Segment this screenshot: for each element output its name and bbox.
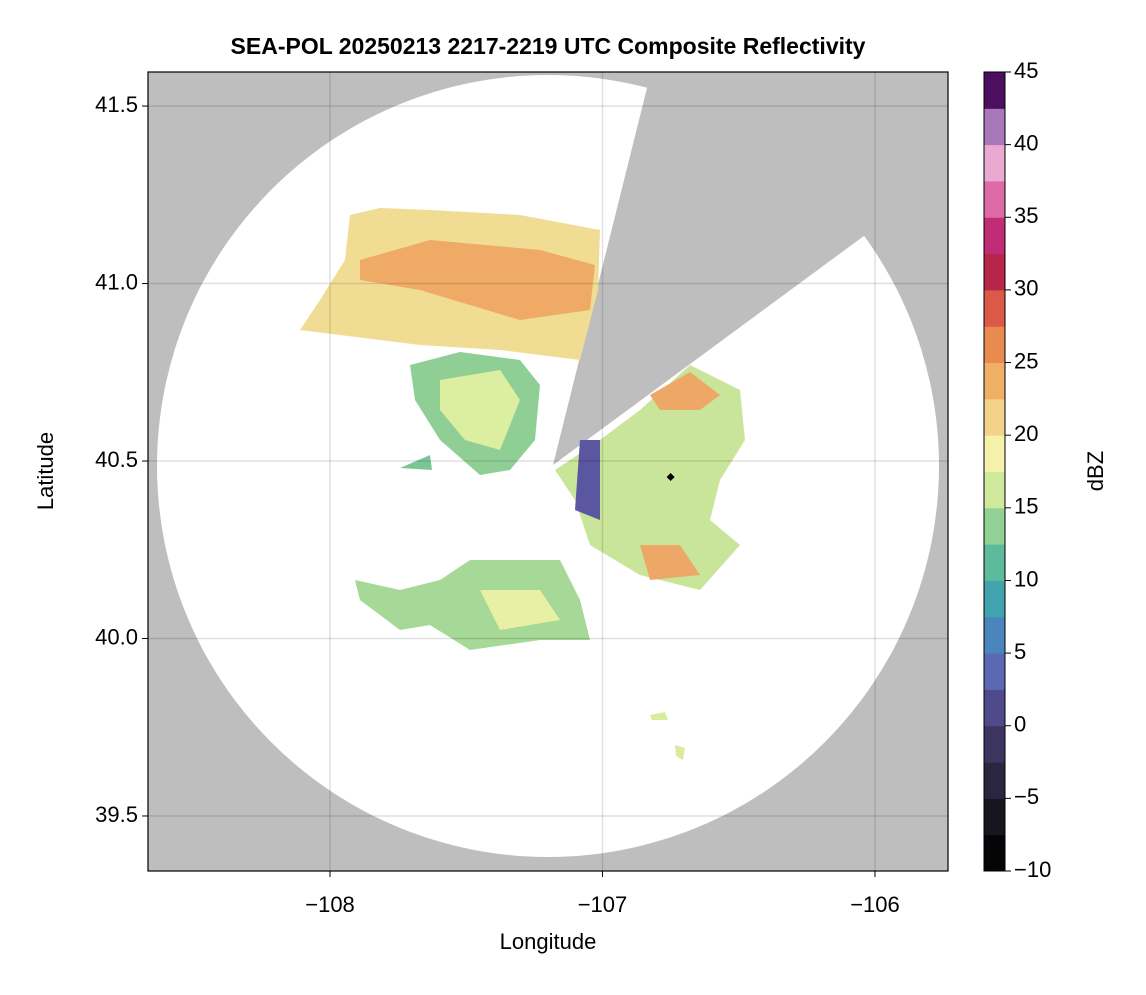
echo (650, 712, 668, 720)
colorbar-bin (984, 362, 1005, 400)
colorbar-bin (984, 834, 1005, 872)
colorbar-tick-label: 5 (1014, 639, 1026, 664)
colorbar-bin (984, 72, 1005, 109)
colorbar-bin (984, 544, 1005, 581)
radar-field (157, 72, 948, 857)
colorbar-bin (984, 217, 1005, 255)
echo (440, 370, 520, 450)
colorbar-tick-label: 25 (1014, 348, 1038, 373)
colorbar-tick-label: 20 (1014, 421, 1038, 446)
colorbar-bin (984, 180, 1005, 218)
colorbar-bin (984, 653, 1005, 690)
colorbar-tick-label: −10 (1014, 857, 1051, 882)
echo (400, 455, 432, 470)
y-tick-label: 40.0 (95, 624, 138, 649)
echo (675, 745, 685, 760)
colorbar-bin (984, 507, 1005, 545)
colorbar-tick-label: 30 (1014, 276, 1038, 301)
y-tick-label: 40.5 (95, 447, 138, 472)
x-tick-label: −106 (850, 892, 900, 917)
colorbar-tick-label: 40 (1014, 130, 1038, 155)
echo (480, 590, 560, 630)
colorbar-bin (984, 580, 1005, 618)
colorbar-bin (984, 326, 1005, 364)
chart-title: SEA-POL 20250213 2217-2219 UTC Composite… (231, 33, 866, 59)
colorbar-label: dBZ (1083, 451, 1108, 491)
colorbar-bin (984, 108, 1005, 146)
echo (650, 372, 720, 410)
colorbar-tick-label: 45 (1014, 58, 1038, 83)
site-marker (666, 473, 675, 482)
y-tick-label: 41.0 (95, 269, 138, 294)
colorbar-tick-label: 10 (1014, 566, 1038, 591)
colorbar-bin (984, 725, 1005, 763)
colorbar-bin (984, 471, 1005, 509)
echo (555, 365, 745, 590)
grid (148, 72, 948, 871)
echo (355, 560, 590, 650)
echo (360, 240, 595, 320)
colorbar-bin (984, 616, 1005, 654)
y-tick-label: 41.5 (95, 92, 138, 117)
colorbar-bin (984, 689, 1005, 727)
colorbar-bin (984, 253, 1005, 291)
echo (640, 545, 700, 580)
echo (575, 440, 600, 520)
colorbar-tick-label: 35 (1014, 203, 1038, 228)
x-tick-label: −108 (305, 892, 355, 917)
blocked-sector (553, 72, 948, 465)
colorbar-bin (984, 762, 1005, 799)
colorbar-tick-label: −5 (1014, 784, 1039, 809)
colorbar-bin (984, 289, 1005, 327)
colorbar-tick-label: 0 (1014, 712, 1026, 737)
colorbar-frame (983, 71, 1006, 872)
colorbar-bin (984, 435, 1005, 472)
x-axis-label: Longitude (500, 929, 597, 954)
y-tick-label: 39.5 (95, 802, 138, 827)
colorbar-bin (984, 798, 1005, 836)
colorbar-bin (984, 398, 1005, 436)
plot-frame (147, 71, 949, 872)
colorbar-bin (984, 144, 1005, 182)
colorbar-tick-label: 15 (1014, 494, 1038, 519)
y-axis-label: Latitude (33, 432, 58, 510)
x-tick-label: −107 (578, 892, 628, 917)
